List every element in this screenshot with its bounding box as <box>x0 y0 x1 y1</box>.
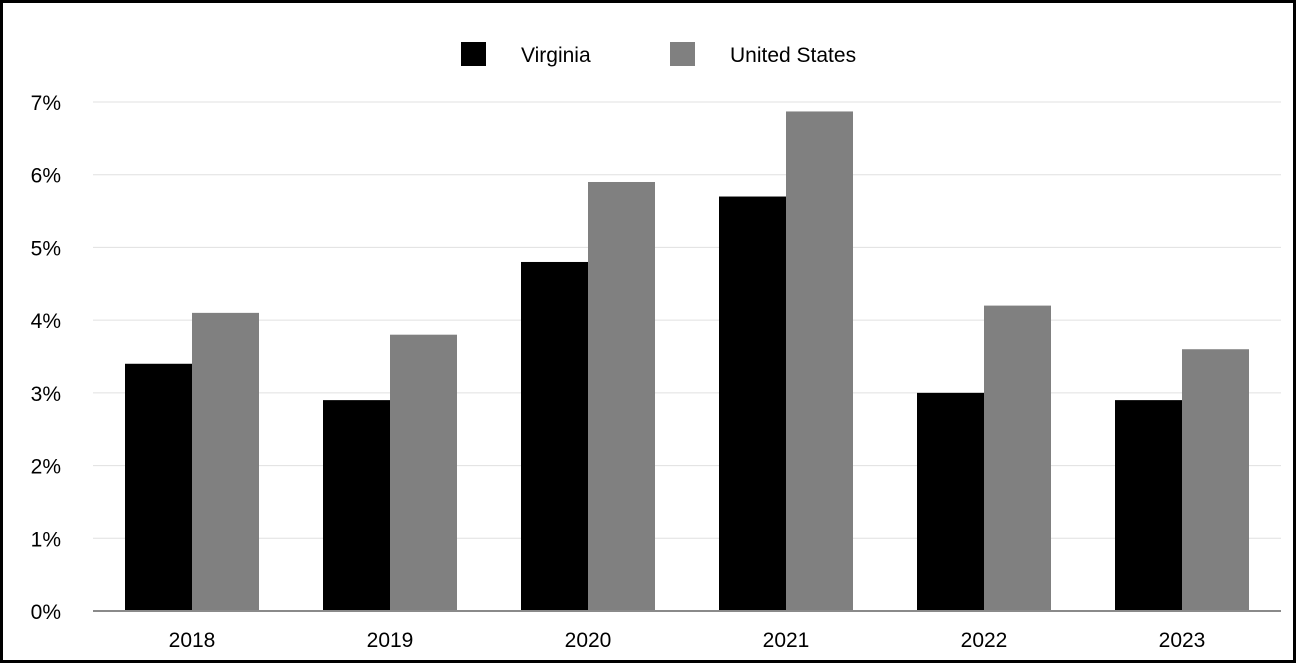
bar-virginia-2018 <box>125 363 192 611</box>
x-tick-label: 2021 <box>763 629 810 652</box>
legend-swatch-united-states <box>670 42 695 66</box>
y-tick-label: 2% <box>31 456 61 479</box>
legend-swatch-virginia <box>461 42 486 66</box>
x-tick-label: 2022 <box>961 629 1008 652</box>
y-tick-label: 1% <box>31 528 61 551</box>
x-tick-label: 2018 <box>169 629 216 652</box>
y-tick-label: 0% <box>31 601 61 624</box>
bar-united-states-2022 <box>984 305 1051 611</box>
bar-virginia-2020 <box>521 261 588 611</box>
bar-united-states-2023 <box>1182 349 1249 611</box>
bar-united-states-2019 <box>390 334 457 611</box>
legend-label: United States <box>730 44 856 67</box>
bars <box>125 111 1249 612</box>
bar-virginia-2022 <box>917 392 984 611</box>
axes: 0% 1% 2% 3% 4% 5% 6% 7% 2018 2019 2020 2021 2022 2023 <box>31 92 1281 652</box>
x-tick-label: 2023 <box>1159 629 1206 652</box>
y-tick-label: 5% <box>31 237 61 260</box>
bar-united-states-2021 <box>786 111 853 612</box>
legend: Virginia United States <box>461 42 856 67</box>
bar-virginia-2019 <box>323 400 390 611</box>
bar-virginia-2021 <box>719 196 786 611</box>
y-tick-label: 6% <box>31 165 61 188</box>
gridlines <box>93 101 1281 539</box>
x-tick-label: 2020 <box>565 629 612 652</box>
bar-chart: 0% 1% 2% 3% 4% 5% 6% 7% 2018 2019 2020 2021 2022 2023… <box>31 42 1281 652</box>
bar-virginia-2023 <box>1115 400 1182 611</box>
bar-united-states-2018 <box>192 312 259 611</box>
y-tick-label: 3% <box>31 383 61 406</box>
x-tick-label: 2019 <box>367 629 414 652</box>
y-tick-label: 4% <box>31 310 61 333</box>
y-tick-label: 7% <box>31 92 61 115</box>
bar-united-states-2020 <box>588 181 655 611</box>
legend-label: Virginia <box>521 44 591 67</box>
